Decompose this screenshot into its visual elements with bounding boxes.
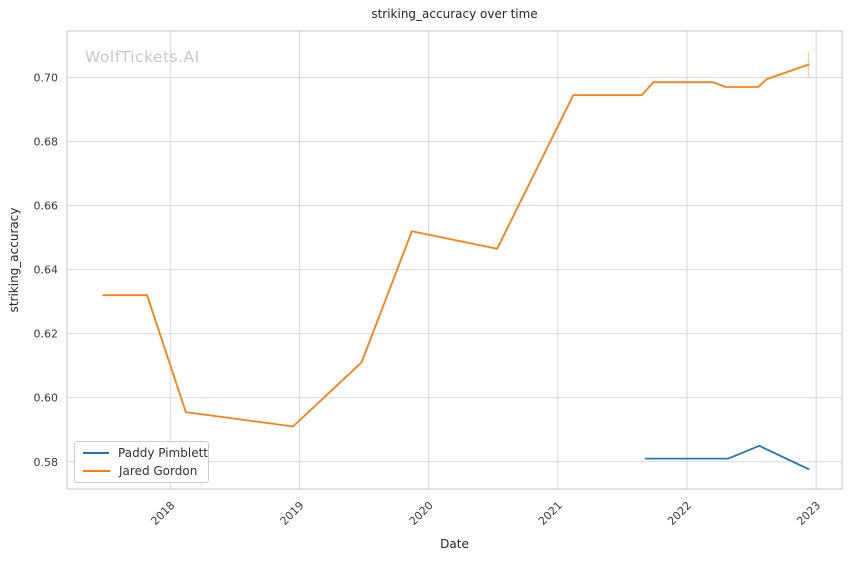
legend-label: Paddy Pimblett: [118, 446, 208, 461]
y-tick-label: 0.60: [34, 392, 59, 405]
x-tick-label: 2021: [536, 499, 565, 528]
legend-item-paddy-pimblett: Paddy Pimblett: [75, 445, 208, 462]
legend-line-swatch-jared: [83, 469, 110, 472]
legend-line-swatch-paddy: [83, 452, 110, 455]
chart-title: striking_accuracy over time: [371, 7, 538, 21]
legend-item-jared-gordon: Jared Gordon: [75, 462, 208, 479]
x-tick-label: 2020: [407, 499, 436, 528]
series-line-paddy-pimblett: [644, 444, 810, 471]
legend: Paddy Pimblett Jared Gordon: [74, 441, 209, 483]
y-tick-label: 0.58: [34, 456, 59, 469]
y-tick-label: 0.62: [34, 328, 59, 341]
y-tick-label: 0.64: [34, 264, 59, 277]
series-line-jared-gordon: [102, 63, 810, 428]
y-tick-label: 0.66: [34, 200, 59, 213]
x-tick-label: 2018: [148, 499, 177, 528]
y-tick-label: 0.70: [34, 71, 59, 84]
y-tick-label: 0.68: [34, 135, 59, 148]
watermark: WolfTickets.AI: [85, 48, 200, 66]
legend-label: Jared Gordon: [119, 463, 198, 478]
x-tick-label: 2023: [794, 499, 823, 528]
x-tick-label: 2019: [278, 499, 307, 528]
plot-border: [66, 30, 843, 490]
y-axis-label: striking_accuracy: [7, 207, 21, 313]
x-tick-label: 2022: [665, 499, 694, 528]
x-axis-label: Date: [440, 537, 469, 551]
